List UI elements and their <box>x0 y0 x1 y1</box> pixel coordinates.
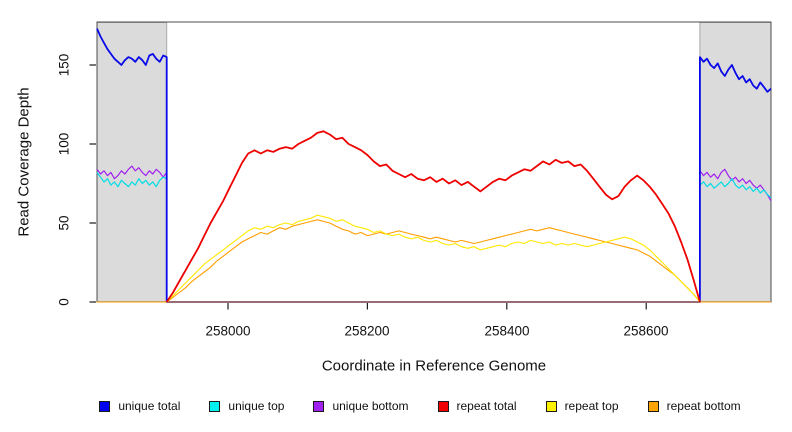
legend-label: unique top <box>228 399 285 413</box>
x-tick-label-258600: 258600 <box>623 323 669 339</box>
repeat-total-swatch-icon <box>437 400 449 412</box>
y-axis-title: Read Coverage Depth <box>15 87 33 237</box>
x-tick-label-258400: 258400 <box>484 323 530 339</box>
legend-label: repeat total <box>456 399 517 413</box>
y-tick-label-100: 100 <box>56 132 72 156</box>
legend-item-unique-bottom: unique bottom <box>313 399 409 413</box>
repeat-bottom-swatch-icon <box>647 400 659 412</box>
legend-item-unique-top: unique top <box>209 399 284 413</box>
legend-label: repeat top <box>564 399 619 413</box>
unique-top-swatch-icon <box>209 400 221 412</box>
legend-label: unique total <box>118 399 181 413</box>
y-tick-label-150: 150 <box>56 53 72 77</box>
x-tick-label-258200: 258200 <box>344 323 390 339</box>
legend-item-repeat-top: repeat top <box>545 399 619 413</box>
y-tick-label-0: 0 <box>56 298 72 306</box>
unique-bottom-swatch-icon <box>313 400 325 412</box>
legend-item-repeat-total: repeat total <box>437 399 517 413</box>
x-axis-title: Coordinate in Reference Genome <box>321 357 547 375</box>
legend-label: unique bottom <box>332 399 409 413</box>
legend-item-unique-total: unique total <box>99 399 180 413</box>
x-tick-label-258000: 258000 <box>205 323 251 339</box>
legend: unique total unique top unique bottom re… <box>48 399 792 413</box>
y-tick-label-50: 50 <box>56 215 72 231</box>
unique-total-swatch-icon <box>99 400 111 412</box>
repeat-top-swatch-icon <box>545 400 557 412</box>
legend-item-repeat-bottom: repeat bottom <box>647 399 741 413</box>
legend-label: repeat bottom <box>666 399 741 413</box>
